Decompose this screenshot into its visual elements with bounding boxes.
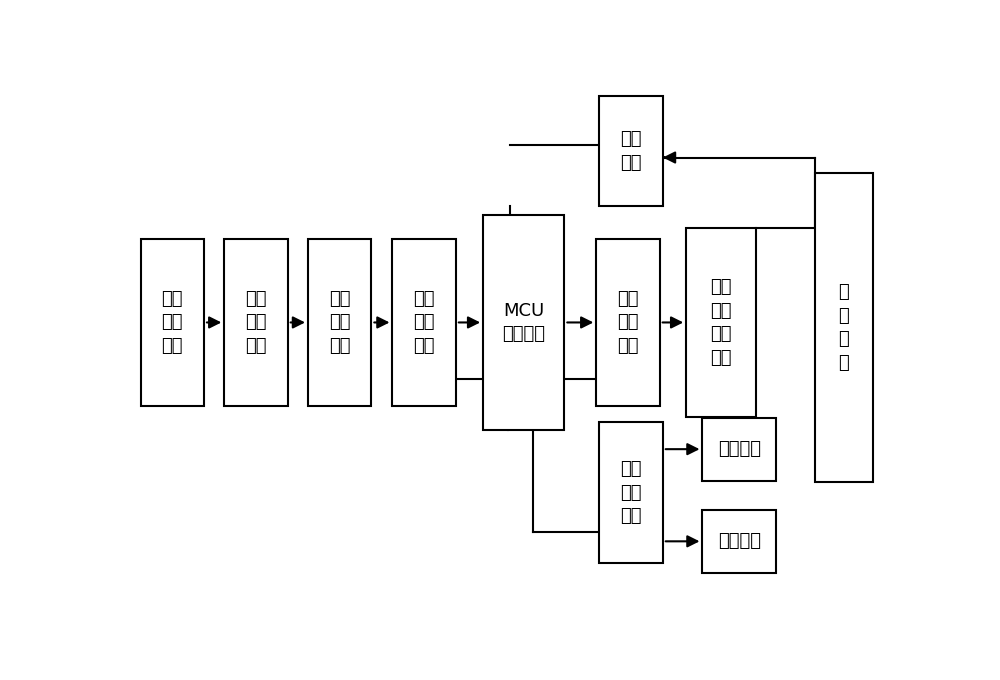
Bar [702, 418, 776, 481]
Text: 整车
通讯
单元: 整车 通讯 单元 [620, 460, 642, 525]
Text: 离合
电机
驱动
电路: 离合 电机 驱动 电路 [710, 278, 732, 367]
Bar [815, 173, 873, 482]
Text: 信号
整形
电路: 信号 整形 电路 [245, 290, 267, 355]
Bar [702, 510, 776, 573]
Bar [596, 239, 660, 406]
Text: 执行
保护
电路: 执行 保护 电路 [617, 290, 639, 355]
Text: 人机交互: 人机交互 [718, 440, 761, 458]
Bar [392, 239, 456, 406]
Text: 存储
电路: 存储 电路 [620, 131, 642, 172]
Bar [140, 239, 204, 406]
Bar [483, 215, 564, 430]
Text: 状态反馈: 状态反馈 [718, 532, 761, 550]
Text: 信号
滤通
电路: 信号 滤通 电路 [329, 290, 350, 355]
Text: 金属
感应
线圈: 金属 感应 线圈 [162, 290, 183, 355]
Bar [686, 228, 756, 417]
Text: 电
源
电
路: 电 源 电 路 [838, 284, 849, 372]
Bar [599, 422, 663, 563]
Text: MCU
控制芯片: MCU 控制芯片 [502, 302, 545, 343]
Bar [224, 239, 288, 406]
Text: 信号
放大
电路: 信号 放大 电路 [413, 290, 435, 355]
Bar [599, 97, 663, 206]
Bar [308, 239, 371, 406]
